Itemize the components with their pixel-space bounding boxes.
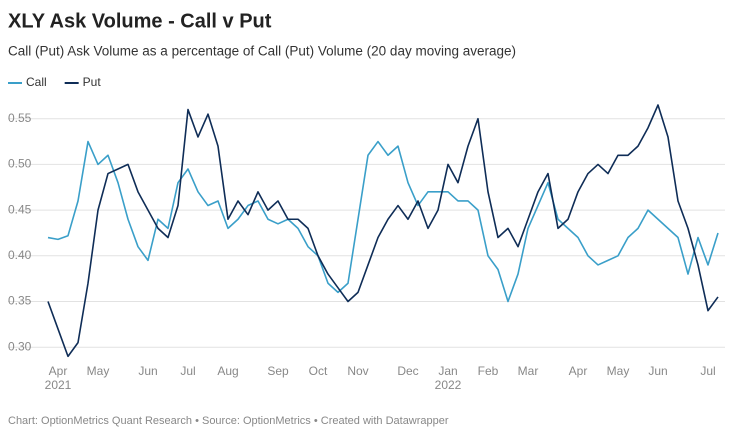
x-tick-label: Jan	[438, 364, 457, 378]
x-tick-label: May	[607, 364, 630, 378]
x-tick-label: Aug	[217, 364, 238, 378]
legend-label: Call	[26, 75, 47, 89]
chart-title: XLY Ask Volume - Call v Put	[8, 10, 272, 32]
x-tick-label: Apr	[569, 364, 588, 378]
x-tick-label: Sep	[267, 364, 289, 378]
series-line	[47, 104, 719, 358]
x-tick-label: Feb	[478, 364, 499, 378]
x-tick-label: Apr	[49, 364, 68, 378]
x-tick-label: Jul	[700, 364, 715, 378]
x-year-label: 2021	[45, 378, 72, 392]
legend-label: Put	[83, 75, 102, 89]
x-tick-label: Dec	[397, 364, 418, 378]
chart-subtitle: Call (Put) Ask Volume as a percentage of…	[8, 44, 516, 59]
x-tick-label: Jun	[138, 364, 157, 378]
x-year-label: 2022	[435, 378, 462, 392]
y-tick-label: 0.35	[8, 294, 32, 308]
y-tick-label: 0.50	[8, 157, 32, 171]
x-tick-label: Oct	[309, 364, 328, 378]
footer: Chart: OptionMetrics Quant Research • So…	[8, 415, 449, 427]
x-tick-label: Jun	[648, 364, 667, 378]
x-tick-label: Jul	[180, 364, 195, 378]
y-tick-label: 0.55	[8, 111, 32, 125]
x-tick-label: Nov	[347, 364, 368, 378]
x-tick-label: May	[87, 364, 110, 378]
series-line	[47, 140, 719, 303]
y-tick-label: 0.40	[8, 248, 32, 262]
y-tick-label: 0.45	[8, 202, 32, 216]
y-tick-label: 0.30	[8, 339, 32, 353]
x-tick-label: Mar	[518, 364, 539, 378]
